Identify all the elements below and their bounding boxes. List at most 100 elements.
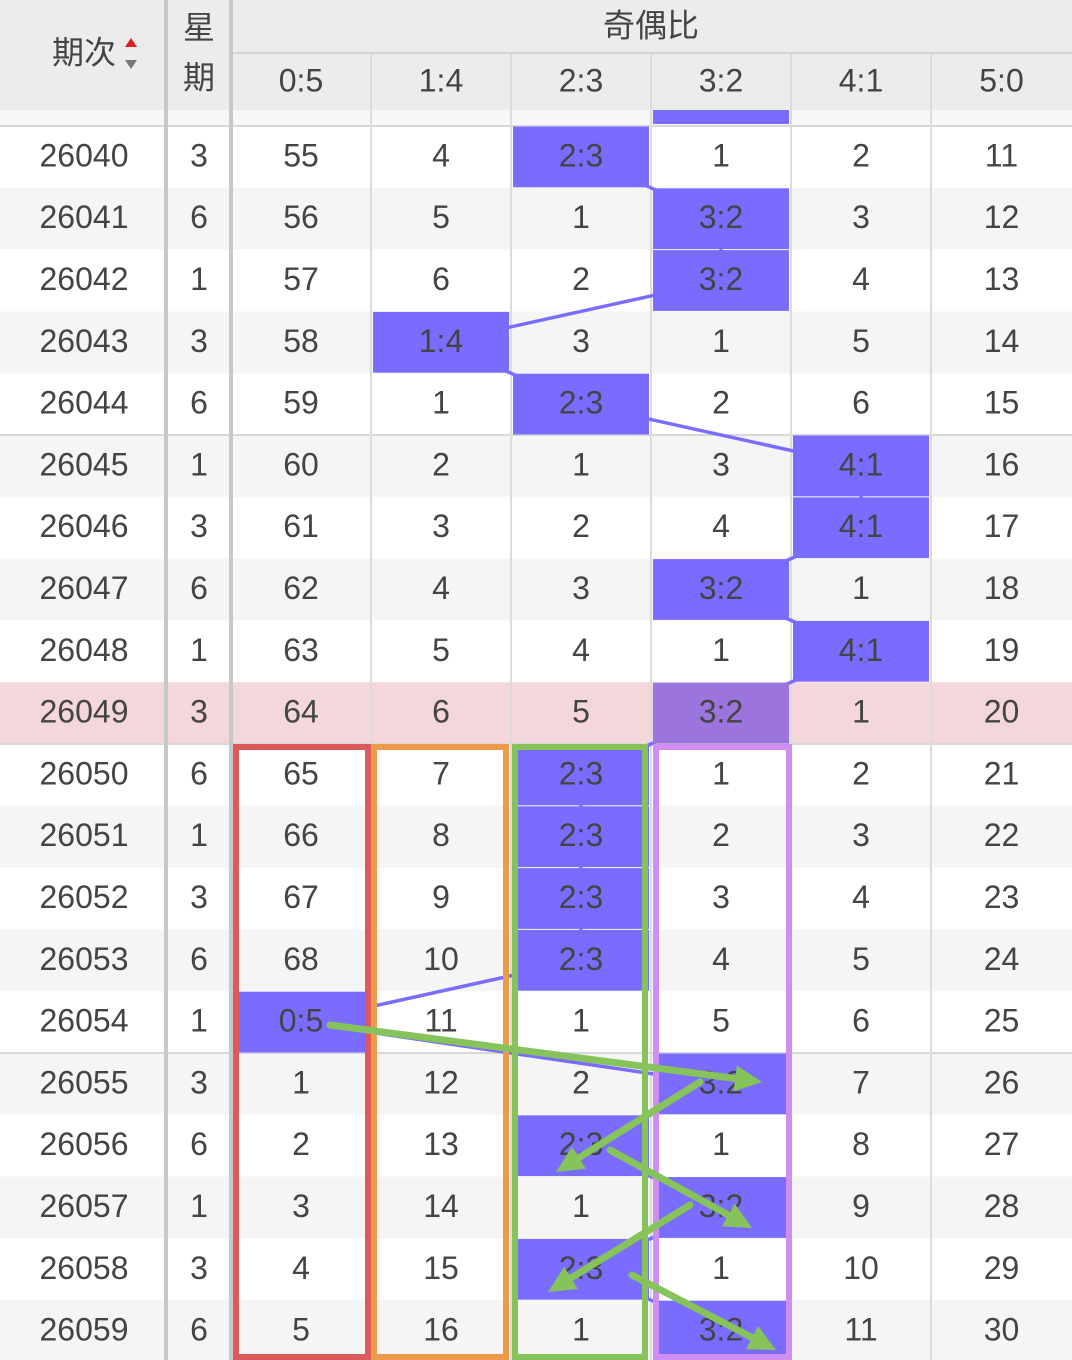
sort-up-icon[interactable] <box>125 38 137 47</box>
cell-text: 6 <box>852 385 870 421</box>
cell-text: 11 <box>844 1312 877 1348</box>
period: 26043 <box>40 323 129 359</box>
cell-text: 3 <box>292 1188 310 1224</box>
cell-text: 6 <box>432 694 450 730</box>
highlight-cell <box>653 559 789 620</box>
highlight-cell <box>513 373 649 435</box>
weekday: 6 <box>190 1126 208 1162</box>
cell-text: 3 <box>852 817 870 853</box>
period: 26052 <box>40 879 129 915</box>
hit-text: 0:5 <box>279 1003 323 1039</box>
period: 26047 <box>40 570 129 606</box>
highlight-cell <box>793 435 929 497</box>
period: 26053 <box>40 941 129 977</box>
cell-text: 4 <box>572 632 590 668</box>
annotation-arrow <box>559 1201 694 1287</box>
annotation-box <box>371 744 509 1360</box>
highlight-cell <box>653 682 789 744</box>
period-header[interactable]: 期次 <box>52 34 116 70</box>
cell-text: 3 <box>572 570 590 606</box>
hit-text: 2:3 <box>559 755 603 791</box>
cell-text: 8 <box>432 817 450 853</box>
cell-text: 16 <box>984 446 1020 482</box>
cell-text: 3 <box>432 508 450 544</box>
cell-text: 3 <box>572 323 590 359</box>
hit-text: 3:2 <box>699 570 743 606</box>
cell-text: 15 <box>984 385 1020 421</box>
cell-text: 27 <box>984 1126 1020 1162</box>
annotation-arrow <box>326 1021 748 1084</box>
cell-text: 9 <box>432 879 450 915</box>
period: 26058 <box>40 1250 129 1286</box>
hit-text: 3:2 <box>699 199 743 235</box>
weekday: 3 <box>190 1064 208 1100</box>
cell-text: 10 <box>423 941 459 977</box>
cell-text: 59 <box>283 385 319 421</box>
weekday: 6 <box>190 1312 208 1348</box>
cell-text: 22 <box>984 817 1020 853</box>
period: 26040 <box>40 137 129 173</box>
arrow-head <box>556 1146 586 1172</box>
cell-text: 28 <box>984 1188 1020 1224</box>
cell-text: 15 <box>423 1250 459 1286</box>
highlight-cell <box>513 868 649 929</box>
cell-text: 20 <box>984 694 1020 730</box>
cell-text: 66 <box>283 817 319 853</box>
hit-text: 3:2 <box>699 261 743 297</box>
cell-text: 68 <box>283 941 319 977</box>
group-header: 奇偶比 <box>603 7 699 43</box>
cell-text: 4 <box>292 1250 310 1286</box>
weekday: 6 <box>190 199 208 235</box>
arrow-head <box>746 1325 776 1350</box>
ratio-header: 2:3 <box>559 62 603 98</box>
highlight-cell <box>513 744 649 806</box>
highlight-cell <box>373 311 509 373</box>
cell-text: 21 <box>984 755 1020 791</box>
cell-text: 12 <box>984 199 1020 235</box>
period: 26054 <box>40 1003 129 1039</box>
cell-text: 24 <box>984 941 1020 977</box>
hit-text: 4:1 <box>839 446 883 482</box>
cell-text: 63 <box>283 632 319 668</box>
cell-text: 5 <box>572 694 590 730</box>
cell-text: 7 <box>432 755 450 791</box>
period: 26059 <box>40 1312 129 1348</box>
hit-text: 4:1 <box>839 632 883 668</box>
arrow-head <box>548 1266 578 1292</box>
cell-text: 5 <box>712 1003 730 1039</box>
weekday: 6 <box>190 570 208 606</box>
sort-down-icon[interactable] <box>125 60 137 69</box>
period: 26056 <box>40 1126 129 1162</box>
cell-text: 1 <box>712 1250 730 1286</box>
cell-text: 19 <box>984 632 1020 668</box>
hit-text: 2:3 <box>559 385 603 421</box>
period: 26044 <box>40 385 129 421</box>
row-bg <box>0 1176 1072 1239</box>
cell-text: 11 <box>985 137 1018 173</box>
cell-text: 10 <box>843 1250 879 1286</box>
partial-row <box>0 110 1072 126</box>
highlight-cell <box>653 250 789 311</box>
cell-text: 2 <box>572 1064 590 1100</box>
cell-text: 12 <box>423 1064 459 1100</box>
annotation-arrow <box>567 1078 704 1166</box>
cell-text: 3 <box>852 199 870 235</box>
cell-text: 2 <box>712 817 730 853</box>
ratio-header: 1:4 <box>419 62 463 98</box>
cell-text: 4 <box>432 137 450 173</box>
cell-text: 5 <box>852 323 870 359</box>
row-bg <box>0 558 1072 621</box>
cell-text: 1 <box>712 755 730 791</box>
cell-text: 2 <box>432 446 450 482</box>
cell-text: 67 <box>283 879 319 915</box>
weekday: 1 <box>190 261 208 297</box>
cell-text: 3 <box>712 446 730 482</box>
annotation-arrow <box>606 1146 740 1223</box>
cell-text: 2 <box>852 755 870 791</box>
cell-text: 61 <box>283 508 319 544</box>
cell-text: 13 <box>423 1126 459 1162</box>
hit-text: 2:3 <box>559 137 603 173</box>
cell-text: 2 <box>712 385 730 421</box>
cell-text: 57 <box>283 261 319 297</box>
weekday: 6 <box>190 755 208 791</box>
